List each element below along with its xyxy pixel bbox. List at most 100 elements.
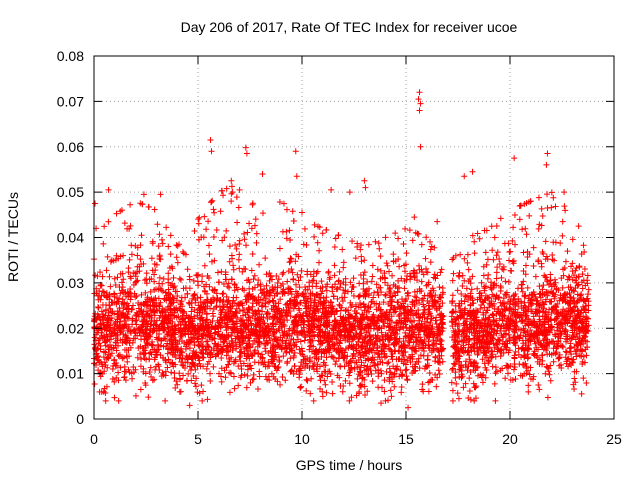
- data-point: [390, 258, 397, 265]
- data-point: [408, 307, 415, 314]
- data-point: [400, 309, 407, 316]
- data-point: [223, 293, 230, 300]
- data-point: [364, 355, 371, 362]
- data-point: [310, 277, 317, 284]
- data-point: [118, 279, 125, 286]
- data-point: [488, 223, 495, 230]
- data-point: [542, 273, 549, 280]
- data-point: [567, 312, 574, 319]
- data-point: [473, 319, 480, 326]
- data-point: [184, 266, 191, 273]
- data-point: [235, 382, 242, 389]
- data-point: [330, 322, 337, 329]
- data-point: [572, 336, 579, 343]
- data-point: [356, 349, 363, 356]
- data-point: [164, 340, 171, 347]
- data-point: [344, 328, 351, 335]
- data-point: [182, 326, 189, 333]
- data-point: [415, 307, 422, 314]
- data-point: [426, 331, 433, 338]
- data-point: [127, 296, 134, 303]
- data-point: [383, 332, 390, 339]
- data-point: [156, 231, 163, 238]
- data-point: [464, 310, 471, 317]
- data-point: [280, 200, 287, 207]
- data-point: [140, 349, 147, 356]
- data-point: [478, 374, 485, 381]
- data-point: [98, 308, 105, 315]
- data-point: [471, 250, 478, 257]
- data-point: [452, 374, 459, 381]
- data-point: [515, 351, 522, 358]
- data-point: [234, 219, 241, 226]
- data-point: [337, 362, 344, 369]
- data-point: [325, 302, 332, 309]
- data-point: [248, 225, 255, 232]
- data-point: [337, 337, 344, 344]
- data-point: [267, 292, 274, 299]
- data-point: [416, 315, 423, 322]
- data-point: [180, 372, 187, 379]
- data-point: [411, 347, 418, 354]
- data-point: [137, 386, 144, 393]
- data-point: [501, 312, 508, 319]
- data-point: [416, 365, 423, 372]
- data-point: [145, 394, 152, 401]
- data-point: [190, 361, 197, 368]
- data-point: [297, 384, 304, 391]
- data-point: [573, 330, 580, 337]
- data-point: [292, 288, 299, 295]
- data-point: [114, 274, 121, 281]
- data-point: [562, 258, 569, 265]
- data-point: [584, 272, 591, 279]
- data-point: [492, 364, 499, 371]
- data-point: [503, 292, 510, 299]
- data-point: [456, 273, 463, 280]
- data-point: [557, 342, 564, 349]
- data-point: [346, 342, 353, 349]
- data-point: [309, 277, 316, 284]
- data-point: [147, 288, 154, 295]
- data-point: [542, 238, 549, 245]
- data-point: [262, 328, 269, 335]
- data-point: [324, 346, 331, 353]
- data-point: [143, 276, 150, 283]
- data-point: [157, 342, 164, 349]
- data-point: [387, 332, 394, 339]
- data-point: [548, 326, 555, 333]
- data-point: [188, 313, 195, 320]
- data-point: [200, 388, 207, 395]
- data-point: [237, 330, 244, 337]
- data-point: [408, 333, 415, 340]
- data-point: [277, 334, 284, 341]
- data-point: [421, 292, 428, 299]
- data-point: [127, 273, 134, 280]
- data-point: [186, 323, 193, 330]
- data-point: [196, 390, 203, 397]
- data-point: [463, 285, 470, 292]
- data-point: [395, 235, 402, 242]
- data-point: [308, 342, 315, 349]
- data-point: [137, 326, 144, 333]
- data-point: [334, 295, 341, 302]
- data-point: [245, 305, 252, 312]
- data-point: [121, 368, 128, 375]
- data-point: [335, 278, 342, 285]
- data-point: [345, 372, 352, 379]
- data-point: [469, 273, 476, 280]
- data-point: [404, 303, 411, 310]
- data-point: [516, 334, 523, 341]
- data-point: [147, 333, 154, 340]
- data-point: [503, 362, 510, 369]
- data-point: [160, 275, 167, 282]
- data-point: [489, 247, 496, 254]
- data-point: [369, 262, 376, 269]
- data-point: [386, 336, 393, 343]
- data-point: [219, 237, 226, 244]
- data-point: [433, 321, 440, 328]
- data-point: [244, 291, 251, 298]
- data-point: [140, 368, 147, 375]
- data-point: [568, 286, 575, 293]
- data-point: [478, 317, 485, 324]
- data-point: [236, 307, 243, 314]
